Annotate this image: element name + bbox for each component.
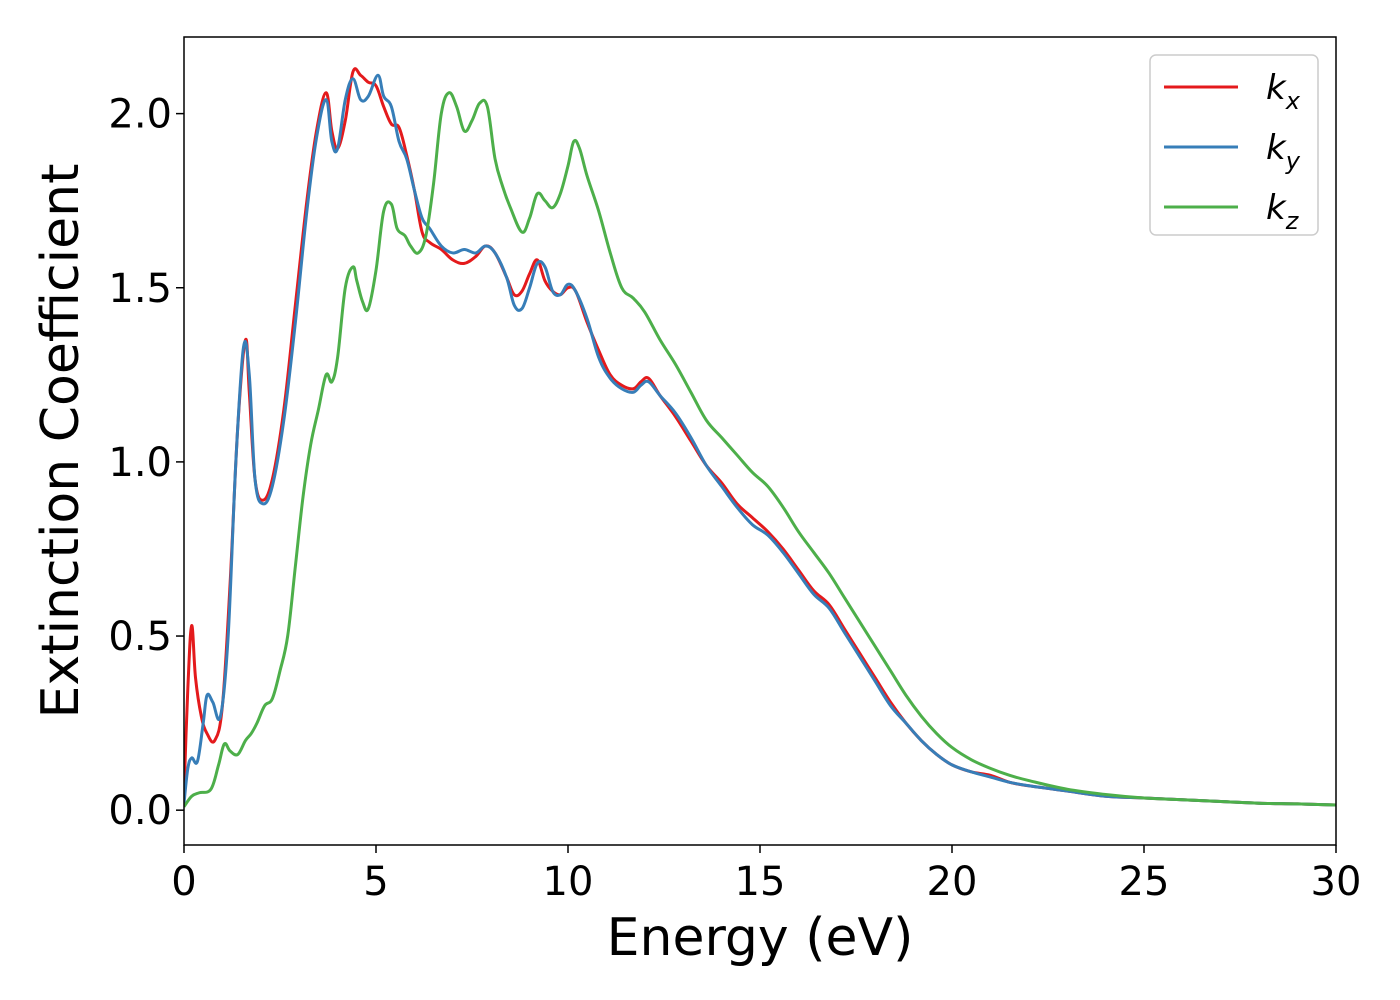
plot-area (184, 67, 1336, 808)
legend-label-kx: kx (1266, 68, 1301, 115)
x-tick-label: 5 (363, 859, 388, 905)
x-tick-label: 20 (927, 859, 978, 905)
legend-box (1149, 54, 1319, 236)
x-tick-label: 25 (1119, 859, 1170, 905)
y-tick-label: 0.0 (108, 788, 172, 834)
series-line-kz (184, 91, 1336, 808)
x-tick-label: 10 (543, 859, 594, 905)
x-tick-label: 30 (1311, 859, 1362, 905)
x-axis-label: Energy (eV) (607, 908, 914, 968)
y-tick-label: 1.5 (108, 266, 172, 312)
legend-label-ky: ky (1266, 128, 1301, 175)
x-tick-label: 0 (171, 859, 196, 905)
y-axis-label: Extinction Coefficient (31, 164, 91, 719)
y-tick-label: 2.0 (108, 92, 172, 138)
legend: kx ky kz (1149, 54, 1319, 236)
y-tick-label: 1.0 (108, 440, 172, 486)
series-line-ky (184, 73, 1336, 807)
legend-label-kz: kz (1266, 188, 1300, 235)
x-tick-label: 15 (735, 859, 786, 905)
axis-ticks: 0 5 10 15 20 25 30 0.0 0.5 1.0 1.5 2.0 (108, 92, 1361, 905)
y-tick-label: 0.5 (108, 614, 172, 660)
